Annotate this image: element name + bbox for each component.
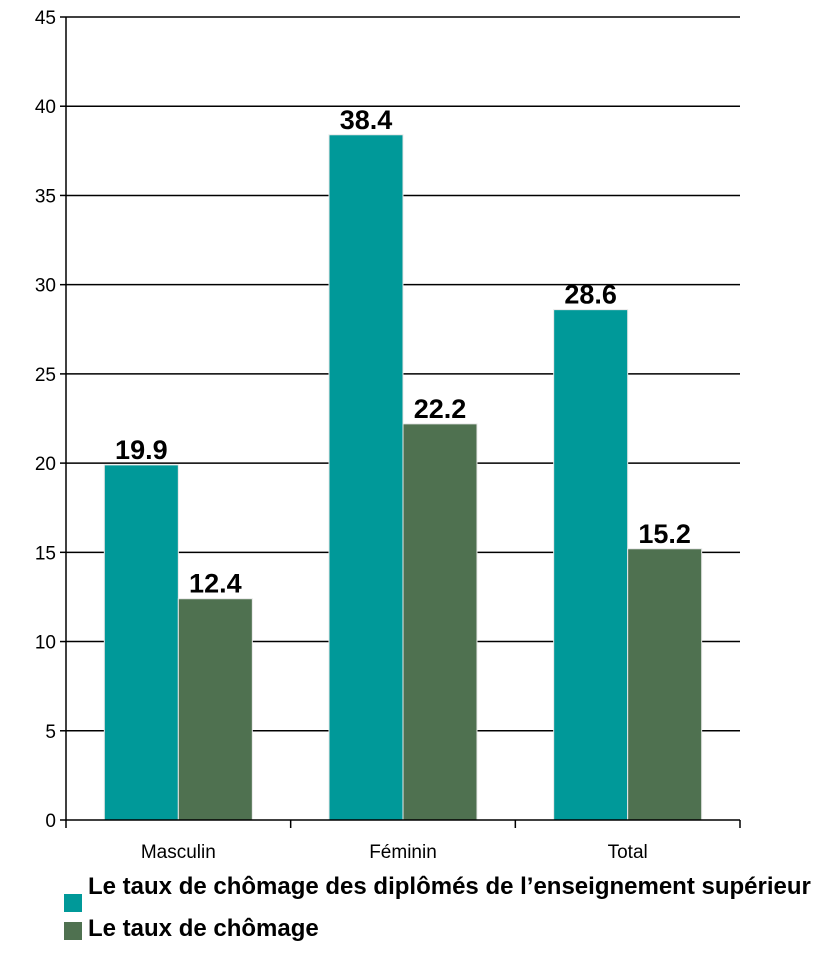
bar-s0-c0 (103, 464, 179, 821)
y-tick-label-30: 30 (35, 276, 56, 297)
y-tick-label-10: 10 (35, 633, 56, 654)
y-tick-label-0: 0 (45, 811, 56, 832)
y-tick-label-35: 35 (35, 186, 56, 207)
data-label-s1-c0: 12.4 (189, 569, 242, 599)
legend: Le taux de chômage des diplômés de l’ens… (64, 872, 814, 946)
bar-s1-c0 (177, 598, 253, 821)
bar-s0-c2 (553, 309, 629, 821)
x-tick-label-2: Total (608, 842, 648, 863)
y-tick-label-5: 5 (45, 722, 56, 743)
y-tick-label-45: 45 (35, 8, 56, 29)
legend-label-diplomes: Le taux de chômage des diplômés de l’ens… (88, 873, 811, 900)
data-label-s0-c0: 19.9 (115, 435, 168, 465)
y-tick-label-40: 40 (35, 97, 56, 118)
y-tick-label-25: 25 (35, 365, 56, 386)
bars (103, 134, 703, 821)
legend-swatch-diplomes (64, 894, 82, 912)
data-label-s0-c1: 38.4 (340, 105, 393, 135)
legend-item-chomage: Le taux de chômage (64, 914, 814, 944)
x-tick-label-1: Féminin (369, 842, 437, 863)
bar-s1-c2 (627, 548, 703, 821)
legend-label-chomage: Le taux de chômage (88, 915, 319, 942)
y-tick-label-20: 20 (35, 454, 56, 475)
data-label-s1-c1: 22.2 (414, 394, 467, 424)
legend-swatch-chomage (64, 922, 82, 940)
x-tick-label-0: Masculin (141, 842, 216, 863)
y-tick-label-15: 15 (35, 543, 56, 564)
bar-s1-c1 (402, 423, 478, 821)
legend-item-diplomes: Le taux de chômage des diplômés de l’ens… (64, 872, 814, 912)
data-label-s1-c2: 15.2 (638, 519, 691, 549)
x-axis: Masculin Féminin Total (65, 17, 741, 863)
bar-s0-c1 (328, 134, 404, 821)
y-axis-ticks: 0 5 10 15 20 25 30 35 40 45 (35, 8, 66, 832)
data-labels: 19.9 12.4 38.4 22.2 28.6 15.2 (115, 105, 691, 599)
data-label-s0-c2: 28.6 (564, 280, 617, 310)
